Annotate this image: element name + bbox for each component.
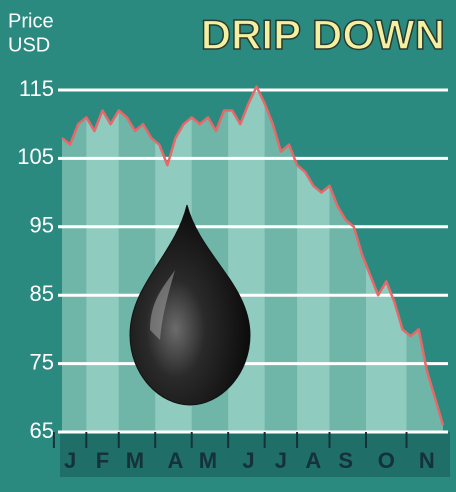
y-tick-label: 95 xyxy=(30,213,54,238)
oil-drop xyxy=(129,204,251,406)
y-tick-label: 85 xyxy=(30,281,54,306)
stripe xyxy=(62,86,87,432)
y-tick-label: 75 xyxy=(30,349,54,374)
x-axis-band xyxy=(60,432,450,477)
x-tick-label: F xyxy=(96,448,109,473)
x-tick-label: A xyxy=(305,448,321,473)
x-tick-label: M xyxy=(199,448,217,473)
y-tick-label: 65 xyxy=(30,418,54,443)
x-tick-label: N xyxy=(419,448,435,473)
price-line xyxy=(61,85,445,426)
x-tick-label: S xyxy=(338,448,353,473)
x-tick-label: A xyxy=(168,448,184,473)
x-tick-label: O xyxy=(378,448,395,473)
grid-layer xyxy=(58,88,448,434)
y-tick-label: 105 xyxy=(17,144,54,169)
drop-highlight xyxy=(150,270,175,340)
chart-title: DRIP DOWN xyxy=(201,11,445,58)
x-tick-label: J xyxy=(275,448,287,473)
line-layer xyxy=(61,85,445,426)
y-tick-label: 115 xyxy=(19,76,54,101)
y-label: USD xyxy=(8,34,50,56)
x-tick-label: J xyxy=(64,448,76,473)
y-label: Price xyxy=(8,10,54,32)
x-tick-label: J xyxy=(242,448,254,473)
x-tick-label: M xyxy=(126,448,144,473)
